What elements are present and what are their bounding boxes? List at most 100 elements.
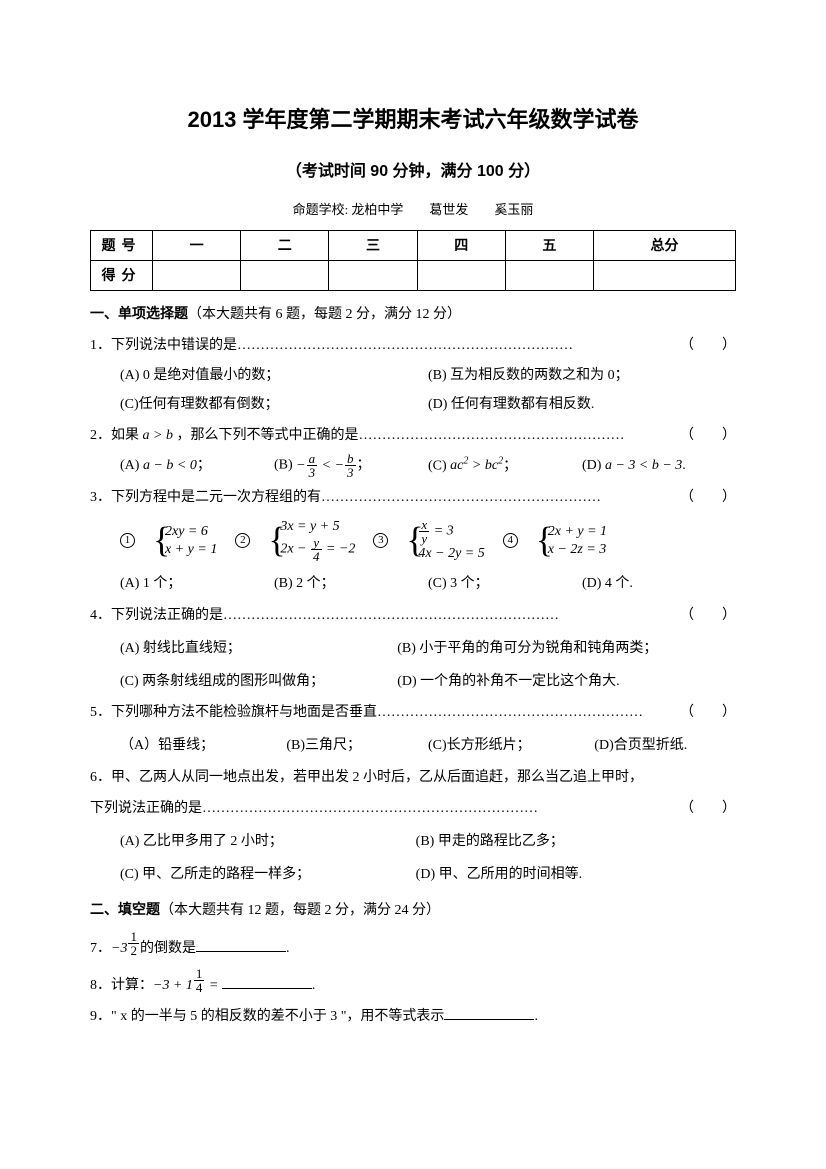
table-row: 得分 <box>91 260 736 290</box>
eq: 4x − 2y = 5 <box>418 545 484 563</box>
math: a − b < 0 <box>143 458 197 473</box>
q7-math: −312 <box>111 941 140 956</box>
cell-empty <box>505 260 593 290</box>
q3-options: (A) 1 个； (B) 2 个； (C) 3 个； (D) 4 个. <box>90 571 736 596</box>
q1-d: (D) 任何有理数都有相反数. <box>428 392 736 417</box>
q1-a: (A) 0 是绝对值最小的数； <box>120 363 428 388</box>
circ-4: 4 <box>503 533 518 548</box>
eq: 2x + y = 1 <box>548 523 607 541</box>
answer-paren: （ ） <box>680 333 736 358</box>
q2-options: (A) a − b < 0； (B) −a3 < −b3； (C) ac2 > … <box>90 452 736 479</box>
score-table: 题号 一 二 三 四 五 总分 得分 <box>90 230 736 291</box>
blank <box>196 938 286 952</box>
eq: x + y = 1 <box>165 541 217 559</box>
eq: 2xy = 6 <box>165 523 217 541</box>
q6-b: (B) 甲走的路程比乙多； <box>416 829 736 854</box>
question-7: 7．−312的倒数是. <box>90 930 736 961</box>
circ-1: 1 <box>120 533 135 548</box>
q3-b: (B) 2 个； <box>274 571 428 596</box>
cell-empty <box>329 260 417 290</box>
answer-paren: （ ） <box>680 700 736 725</box>
eq: 3x = y + 5 <box>280 518 355 536</box>
q2-a: (A) a − b < 0； <box>120 453 274 478</box>
cell: 一 <box>153 230 241 260</box>
cell-empty <box>594 260 736 290</box>
label: (D) <box>582 458 605 473</box>
q6-c: (C) 甲、乙所走的路程一样多； <box>120 862 416 887</box>
cell-empty <box>417 260 505 290</box>
question-3: 3．下列方程中是二元一次方程组的有 （ ） <box>90 485 736 510</box>
section-note: （本大题共有 12 题，每题 2 分，满分 24 分） <box>160 903 440 918</box>
credit-line: 命题学校: 龙柏中学 葛世发 奚玉丽 <box>90 198 736 221</box>
q8-math: −3 + 114 = <box>153 978 222 993</box>
section-title: 二、填空题 <box>90 901 160 917</box>
q5-d: (D)合页型折纸. <box>594 733 736 758</box>
q3-stem: 3．下列方程中是二元一次方程组的有 <box>90 490 321 505</box>
exam-title: 2013 学年度第二学期期末考试六年级数学试卷 <box>90 100 736 140</box>
q5-b: (B)三角尺； <box>286 733 428 758</box>
dots <box>202 801 538 816</box>
sep: ； <box>503 458 517 473</box>
answer-paren: （ ） <box>680 485 736 510</box>
q3-a: (A) 1 个； <box>120 571 274 596</box>
question-1: 1．下列说法中错误的是 （ ） <box>90 333 736 358</box>
q4-c: (C) 两条射线组成的图形叫做角； <box>120 669 397 694</box>
period: . <box>312 978 316 993</box>
eq: xy = 3 <box>418 518 484 545</box>
sep: ； <box>357 458 371 473</box>
answer-paren: （ ） <box>680 423 736 448</box>
q4-options-1: (A) 射线比直线短； (B) 小于平角的角可分为锐角和钝角两类； <box>90 636 736 661</box>
cell: 四 <box>417 230 505 260</box>
cell: 总分 <box>594 230 736 260</box>
blank <box>444 1006 534 1020</box>
dots <box>223 608 559 623</box>
exam-subtitle: （考试时间 90 分钟，满分 100 分） <box>90 158 736 187</box>
period: . <box>534 1009 538 1024</box>
question-2: 2．如果 a > b ，那么下列不等式中正确的是 （ ） <box>90 423 736 448</box>
question-8: 8．计算：−3 + 114 = . <box>90 967 736 998</box>
q1-b: (B) 互为相反数的两数之和为 0； <box>428 363 736 388</box>
q3-systems: 1 2xy = 6 x + y = 1 2 3x = y + 5 2x − y4… <box>90 518 736 563</box>
q2-post: ，那么下列不等式中正确的是 <box>173 428 359 443</box>
blank <box>222 975 312 989</box>
q2-d: (D) a − 3 < b − 3. <box>582 453 736 478</box>
cell-label: 得分 <box>91 260 153 290</box>
q6-d: (D) 甲、乙所用的时间相等. <box>416 862 736 887</box>
sep: . <box>682 458 686 473</box>
label: (B) <box>274 458 296 473</box>
answer-paren: （ ） <box>680 603 736 628</box>
table-row: 题号 一 二 三 四 五 总分 <box>91 230 736 260</box>
system-3: xy = 3 4x − 2y = 5 <box>406 518 484 563</box>
circ-3: 3 <box>373 533 388 548</box>
q7-pre: 7． <box>90 941 111 956</box>
eq: x − 2z = 3 <box>548 541 607 559</box>
q2-b: (B) −a3 < −b3； <box>274 452 428 479</box>
q4-a: (A) 射线比直线短； <box>120 636 397 661</box>
section-title: 一、单项选择题 <box>90 305 188 321</box>
cell-empty <box>153 260 241 290</box>
question-9: 9．" x 的一半与 5 的相反数的差不小于 3 "，用不等式表示. <box>90 1004 736 1029</box>
system-1: 2xy = 6 x + y = 1 <box>153 523 217 559</box>
q4-d: (D) 一个角的补角不一定比这个角大. <box>397 669 736 694</box>
section-note: （本大题共有 6 题，每题 2 分，满分 12 分） <box>188 307 461 322</box>
q7-post: 的倒数是 <box>140 941 196 956</box>
answer-paren: （ ） <box>680 796 736 821</box>
period: . <box>286 941 290 956</box>
dots <box>377 705 643 720</box>
q6-a: (A) 乙比甲多用了 2 小时； <box>120 829 416 854</box>
q8-pre: 8．计算： <box>90 978 153 993</box>
dots <box>237 338 573 353</box>
circ-2: 2 <box>235 533 250 548</box>
q4-options-2: (C) 两条射线组成的图形叫做角； (D) 一个角的补角不一定比这个角大. <box>90 669 736 694</box>
eq: 2x − y4 = −2 <box>280 536 355 563</box>
question-5: 5．下列哪种方法不能检验旗杆与地面是否垂直（ ） <box>90 700 736 725</box>
dots <box>358 428 624 443</box>
q1-stem: 1．下列说法中错误的是 <box>90 338 237 353</box>
label: (A) <box>120 458 143 473</box>
question-6-l2: 下列说法正确的是（ ） <box>90 796 736 821</box>
q3-d: (D) 4 个. <box>582 571 736 596</box>
question-6-l1: 6．甲、乙两人从同一地点出发，若甲出发 2 小时后，乙从后面追赶，那么当乙追上甲… <box>90 765 736 790</box>
q4-b: (B) 小于平角的角可分为锐角和钝角两类； <box>397 636 736 661</box>
cell-label: 题号 <box>91 230 153 260</box>
cell: 二 <box>241 230 329 260</box>
